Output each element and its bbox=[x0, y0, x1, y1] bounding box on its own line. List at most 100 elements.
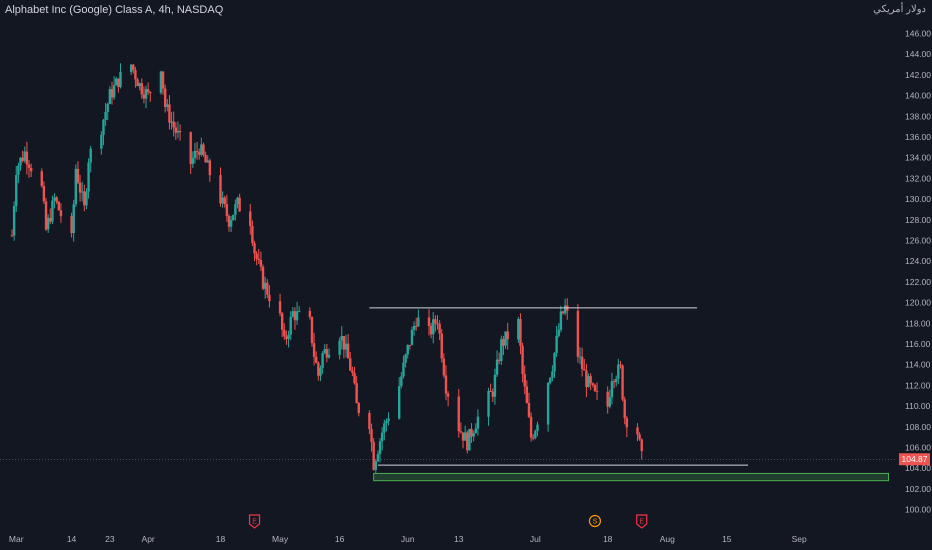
candle-body bbox=[621, 365, 624, 400]
split-marker-icon bbox=[588, 514, 602, 528]
candle-body bbox=[172, 121, 175, 128]
candle-body bbox=[457, 396, 460, 432]
candle-body bbox=[546, 382, 550, 425]
candle-body bbox=[189, 132, 192, 164]
candle-body bbox=[70, 216, 73, 233]
candle-body bbox=[523, 374, 526, 387]
candle-body bbox=[400, 376, 403, 387]
y-tick-label: 108.00 bbox=[905, 422, 931, 432]
candle-body bbox=[327, 354, 331, 358]
candle-body bbox=[10, 235, 14, 237]
split-event-marker[interactable]: S bbox=[588, 514, 602, 528]
candle-body bbox=[440, 333, 443, 359]
candle-body bbox=[378, 441, 382, 454]
candle-body bbox=[287, 334, 290, 340]
candle-body bbox=[257, 258, 260, 261]
earnings-event-marker[interactable]: E bbox=[248, 514, 261, 529]
candle-body bbox=[42, 185, 46, 202]
candle-body bbox=[51, 200, 54, 222]
candle-body bbox=[559, 311, 563, 330]
candle-body bbox=[406, 344, 409, 355]
x-tick-label: 23 bbox=[105, 534, 115, 544]
candle-body bbox=[132, 64, 135, 70]
candle-body bbox=[504, 331, 507, 346]
candle-body bbox=[529, 416, 533, 438]
candle-body bbox=[495, 359, 499, 375]
candle-body bbox=[12, 205, 16, 236]
candle-body bbox=[129, 64, 133, 73]
candle-body bbox=[493, 374, 497, 397]
earnings-event-marker[interactable]: E bbox=[636, 514, 648, 529]
candle-body bbox=[472, 433, 475, 437]
candle-body bbox=[176, 130, 180, 133]
time-axis[interactable]: Mar 14 23 Apr 18 May 16 Jun 13 Jul 18 Aug 15 Sep bbox=[9, 534, 807, 544]
candle-body bbox=[170, 121, 173, 123]
x-tick-label: May bbox=[272, 534, 289, 544]
event-marker-label: E bbox=[639, 519, 644, 526]
candle-body bbox=[640, 439, 643, 452]
candle-body bbox=[561, 311, 565, 314]
candle-body bbox=[436, 323, 439, 325]
x-tick-label: 16 bbox=[335, 534, 345, 544]
x-tick-label: 14 bbox=[67, 534, 77, 544]
candle-body bbox=[59, 210, 63, 217]
candle-body bbox=[227, 216, 231, 227]
candle-body bbox=[610, 381, 614, 398]
candle-body bbox=[376, 453, 380, 462]
candle-body bbox=[40, 171, 43, 186]
candle-body bbox=[444, 375, 448, 394]
candle-body bbox=[168, 104, 171, 123]
y-tick-label: 114.00 bbox=[905, 360, 931, 370]
y-tick-label: 102.00 bbox=[905, 484, 931, 494]
candle-body bbox=[463, 432, 467, 441]
candle-body bbox=[549, 377, 552, 383]
candle-body bbox=[285, 336, 288, 340]
candle-body bbox=[166, 104, 169, 107]
candle-body bbox=[236, 197, 239, 205]
candle-body bbox=[55, 197, 58, 202]
candle-body bbox=[374, 461, 377, 470]
x-tick-label: Aug bbox=[660, 534, 675, 544]
candle-body bbox=[49, 217, 52, 222]
candle-body bbox=[466, 432, 469, 451]
candle-body bbox=[74, 168, 78, 205]
event-marker-label: E bbox=[252, 519, 257, 526]
candle-body bbox=[225, 204, 229, 217]
candle-body bbox=[617, 364, 620, 379]
candle-body bbox=[144, 89, 148, 99]
y-tick-label: 142.00 bbox=[905, 70, 931, 80]
price-axis[interactable]: 146.00 144.00 142.00 140.00 138.00 136.00 134.… bbox=[905, 29, 931, 515]
candle-body bbox=[470, 428, 473, 437]
candle-body bbox=[268, 294, 271, 302]
candle-body bbox=[106, 103, 109, 112]
candle-body bbox=[102, 119, 105, 135]
candle-body bbox=[415, 325, 418, 327]
y-tick-label: 104.00 bbox=[905, 463, 931, 473]
support-zone[interactable] bbox=[373, 472, 890, 482]
candle-body bbox=[429, 325, 433, 335]
x-tick-label: 18 bbox=[216, 534, 226, 544]
candle-body bbox=[53, 197, 56, 201]
candle-body bbox=[312, 343, 316, 357]
candle-body bbox=[580, 356, 584, 370]
candle-body bbox=[119, 72, 122, 88]
last-price-indicator: 104.87 bbox=[0, 453, 930, 466]
candle-body bbox=[44, 201, 48, 230]
candle-body bbox=[325, 349, 329, 358]
candle-body bbox=[115, 78, 118, 86]
candle-body bbox=[195, 150, 199, 153]
candle-body bbox=[295, 311, 299, 321]
candle-body bbox=[578, 356, 582, 358]
candle-body bbox=[344, 343, 348, 350]
candle-body bbox=[291, 311, 295, 317]
candle-body bbox=[278, 301, 282, 314]
candle-body bbox=[142, 94, 146, 99]
candle-body bbox=[614, 378, 618, 383]
candle-body bbox=[563, 305, 567, 314]
candle-body bbox=[427, 317, 431, 326]
candle-body bbox=[85, 191, 88, 206]
candle-body bbox=[315, 356, 318, 363]
candle-body bbox=[117, 78, 120, 88]
candle-body bbox=[606, 391, 609, 407]
